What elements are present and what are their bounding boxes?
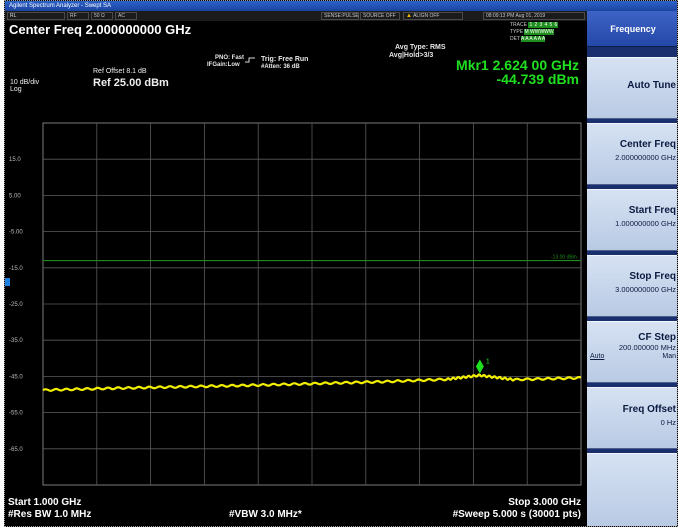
marker-diamond [475, 359, 484, 374]
trigger-icon [245, 57, 255, 63]
y-tick-label: 5.00 [9, 193, 21, 199]
center-freq-button[interactable]: Center Freq 2.000000000 GHz [587, 123, 677, 185]
freq-offset-key-value: 0 Hz [660, 418, 676, 427]
trace-digit: 3 [539, 22, 543, 28]
align-label: ALIGN OFF [413, 13, 440, 19]
y-tick-label: -65.0 [9, 447, 23, 453]
freq-offset-key-label: Freq Offset [622, 404, 676, 415]
stop-freq-key-label: Stop Freq [629, 271, 676, 282]
det-value: A A A A A A [521, 36, 546, 42]
auto-tune-label: Auto Tune [627, 80, 676, 91]
start-freq-key-value: 1.000000000 GHz [615, 219, 676, 228]
cf-step-button[interactable]: CF Step 200.000000 MHz Auto Man [587, 321, 677, 383]
log-label: Log [10, 86, 22, 93]
rf-indicator: RF [67, 12, 89, 20]
start-freq-label: Start 1.000 GHz [8, 497, 82, 508]
window-title: Agilent Spectrum Analyzer - Swept SA [5, 1, 677, 11]
sense-indicator: SENSE:PULSE [321, 12, 359, 20]
rbw-label: #Res BW 1.0 MHz [8, 509, 92, 520]
type-label: TYPE [510, 29, 524, 35]
bottom-annotations: Start 1.000 GHz #Res BW 1.0 MHz #VBW 3.0… [5, 497, 587, 526]
trace-digit: 2 [534, 22, 538, 28]
scale-label: 10 dB/div [10, 79, 40, 86]
ref-level: Ref 25.00 dBm [93, 77, 169, 89]
trace-digit: 6 [554, 22, 558, 28]
limit-line-label: -13.00 dBm [551, 255, 577, 261]
trace-digit: 5 [549, 22, 553, 28]
pno-label: PNO: Fast [215, 55, 245, 61]
rl-label: RL [10, 13, 17, 19]
avg-hold-label: Avg|Hold>3/3 [389, 52, 434, 59]
status-indicators: RL RF 50 Ω AC SENSE:PULSE SOURCE OFF ▲ A… [5, 11, 587, 21]
center-freq-key-value: 2.000000000 GHz [615, 153, 676, 162]
marker-freq-readout: Mkr1 2.624 00 GHz [456, 57, 579, 73]
det-label: DET [510, 36, 520, 42]
center-freq-readout: Center Freq 2.000000000 GHz [9, 22, 192, 37]
align-indicator: ▲ ALIGN OFF [403, 12, 463, 20]
blank-softkey[interactable] [587, 453, 677, 526]
trace-label: TRACE [510, 22, 527, 28]
y-tick-label: -45.0 [9, 374, 23, 380]
menu-title: Frequency [587, 11, 677, 47]
cf-step-auto: Auto [590, 353, 605, 360]
spectrum-plot[interactable]: 15.0 5.00 -5.00 -15.0 -25.0 -35.0 -45.0 -55.0 -6… [5, 93, 587, 497]
cf-step-mode: Auto Man [587, 353, 676, 360]
center-freq-key-label: Center Freq [619, 139, 676, 150]
marker-number-label: 1 [486, 358, 490, 365]
trace-digit: 4 [544, 22, 548, 28]
warning-icon: ▲ [406, 13, 412, 19]
softkey-panel: Frequency Auto Tune Center Freq 2.000000… [587, 11, 677, 526]
ifgain-label: IFGain:Low [207, 62, 240, 68]
vbw-label: #VBW 3.0 MHz* [229, 509, 302, 520]
datetime: 08:09:13 PM Aug 01, 2019 [483, 12, 585, 20]
impedance-indicator: 50 Ω [91, 12, 113, 20]
coupling-indicator: AC [115, 12, 137, 20]
rl-indicator: RL [7, 12, 65, 20]
auto-tune-button[interactable]: Auto Tune [587, 57, 677, 119]
start-freq-button[interactable]: Start Freq 1.000000000 GHz [587, 189, 677, 251]
trace-digit: 1 [529, 22, 533, 28]
stop-freq-label: Stop 3.000 GHz [508, 497, 581, 508]
reference-arrow-marker [5, 278, 10, 286]
cf-step-man: Man [662, 353, 676, 360]
marker-value-readout: -44.739 dBm [496, 71, 579, 87]
y-tick-label: -25.0 [9, 302, 23, 308]
y-tick-label: -5.00 [9, 230, 23, 236]
y-tick-label: -15.0 [9, 266, 23, 272]
trace-1 [42, 373, 582, 392]
status-bar: RL RF 50 Ω AC SENSE:PULSE SOURCE OFF ▲ A… [5, 11, 587, 93]
start-freq-key-label: Start Freq [628, 205, 676, 216]
ref-offset: Ref Offset 8.1 dB [93, 68, 147, 75]
sweep-label: #Sweep 5.000 s (30001 pts) [452, 509, 581, 520]
cf-step-key-label: CF Step [638, 332, 676, 343]
source-indicator: SOURCE OFF [360, 12, 400, 20]
freq-offset-button[interactable]: Freq Offset 0 Hz [587, 387, 677, 449]
spectrum-graph[interactable]: 15.0 5.00 -5.00 -15.0 -25.0 -35.0 -45.0 -55.0 -6… [5, 93, 587, 497]
cf-step-key-value: 200.000000 MHz [618, 343, 676, 352]
trig-label: Trig: Free Run [261, 56, 309, 63]
atten-label: #Atten: 36 dB [261, 64, 300, 70]
y-tick-label: -35.0 [9, 338, 23, 344]
stop-freq-button[interactable]: Stop Freq 3.000000000 GHz [587, 255, 677, 317]
y-tick-label: -55.0 [9, 411, 23, 417]
type-value: M WWWWW [524, 29, 554, 35]
analyzer-screen: Agilent Spectrum Analyzer - Swept SA RL … [4, 0, 678, 527]
stop-freq-key-value: 3.000000000 GHz [615, 285, 676, 294]
y-tick-label: 15.0 [9, 157, 21, 163]
avg-type-label: Avg Type: RMS [395, 44, 446, 51]
